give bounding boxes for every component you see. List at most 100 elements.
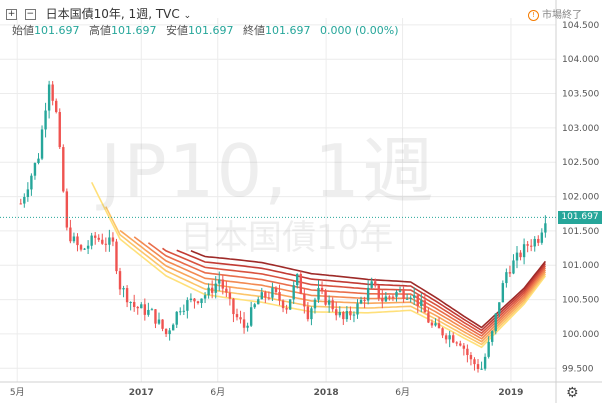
market-status: ! 市場終了 [528, 6, 582, 21]
candle-body [522, 244, 526, 258]
candle-body [363, 299, 366, 301]
candles [19, 80, 547, 373]
candle-body [51, 84, 54, 101]
candle-body [310, 308, 313, 320]
candle-body [83, 248, 86, 250]
candle-body [281, 300, 285, 309]
candle-body [218, 279, 221, 284]
candle-body [459, 343, 462, 346]
candle-body [175, 311, 178, 325]
candle-body [384, 296, 388, 302]
candle-body [140, 304, 143, 309]
candle-body [444, 335, 448, 340]
candle-body [271, 287, 274, 298]
candle-body [388, 296, 391, 298]
candle-body [164, 328, 168, 335]
candle-body [366, 287, 370, 301]
candle-body [374, 281, 377, 286]
x-tick-label: 2018 [314, 388, 339, 398]
candle-body [476, 364, 480, 369]
candle-body [76, 236, 79, 246]
candle-body [104, 243, 108, 245]
candle-body [370, 281, 373, 288]
candle-body [391, 296, 395, 298]
gear-icon[interactable]: ⚙ [566, 385, 579, 401]
market-status-text: 市場終了 [542, 10, 582, 21]
collapse-box-icon[interactable]: + [6, 9, 17, 20]
candle-body [55, 100, 58, 113]
gridlines [0, 18, 556, 382]
candle-body [466, 348, 469, 356]
candle-body [427, 312, 430, 323]
candle-body [296, 274, 299, 286]
candle-body [441, 328, 444, 336]
ohlc-legend: 始値101.697 高値101.697 安値101.697 終値101.697 … [12, 22, 405, 38]
candle-body [274, 287, 278, 293]
candle-body [62, 147, 65, 192]
candle-body [147, 309, 150, 315]
candle-body [303, 293, 306, 307]
candle-body [505, 272, 508, 284]
candle-body [452, 335, 455, 343]
candle-body [69, 227, 72, 242]
candle-body [161, 319, 164, 329]
candle-body [225, 288, 228, 293]
candle-body [356, 303, 359, 315]
candle-body [544, 223, 547, 233]
y-tick-label: 102.000 [562, 193, 599, 203]
candle-body [196, 301, 200, 304]
symbol-title[interactable]: 日本国債10年, 1週, TVC [45, 7, 180, 21]
candle-body [377, 285, 380, 299]
candle-body [413, 295, 416, 298]
candle-body [430, 322, 434, 326]
candle-body [33, 163, 37, 176]
candle-body [246, 325, 249, 328]
candle-body [239, 317, 242, 320]
candle-body [235, 314, 239, 318]
candle-body [278, 292, 281, 301]
candle-body [19, 203, 22, 205]
candle-body [416, 295, 419, 306]
candle-body [179, 311, 182, 313]
candle-body [232, 298, 235, 315]
candle-body [168, 330, 171, 335]
candle-body [487, 341, 490, 357]
candle-body [40, 129, 44, 159]
candle-body [313, 299, 317, 309]
candle-body [249, 307, 253, 326]
low-label: 安値 [166, 24, 188, 37]
candle-body [30, 175, 33, 190]
candle-body [136, 306, 139, 309]
candle-body [214, 283, 217, 293]
candle-body [86, 245, 90, 249]
candle-body [253, 304, 256, 308]
candle-body [47, 84, 51, 111]
close-label: 終値 [243, 24, 265, 37]
moving-average-line [90, 181, 547, 349]
candle-body [221, 279, 225, 289]
candle-body [480, 368, 483, 370]
candle-body [129, 302, 132, 304]
collapse-box-icon[interactable]: − [24, 9, 36, 20]
chevron-down-icon[interactable]: ⌄ [183, 11, 192, 21]
y-tick-label: 101.000 [562, 261, 599, 271]
candle-body [317, 287, 320, 300]
candle-body [264, 292, 267, 298]
candle-body [257, 299, 260, 305]
low-value: 101.697 [188, 24, 234, 37]
market-closed-icon: ! [528, 9, 539, 21]
candle-body [331, 300, 334, 310]
candle-body [409, 297, 412, 299]
moving-average-line [162, 247, 547, 335]
candle-body [93, 235, 97, 238]
candle-body [122, 288, 125, 290]
x-tick-label: 2019 [498, 388, 523, 398]
open-label: 始値 [12, 24, 34, 37]
candle-body [125, 288, 129, 303]
candle-body [537, 238, 540, 243]
candle-body [352, 314, 356, 316]
candle-body [118, 271, 122, 290]
candle-body [200, 298, 203, 304]
